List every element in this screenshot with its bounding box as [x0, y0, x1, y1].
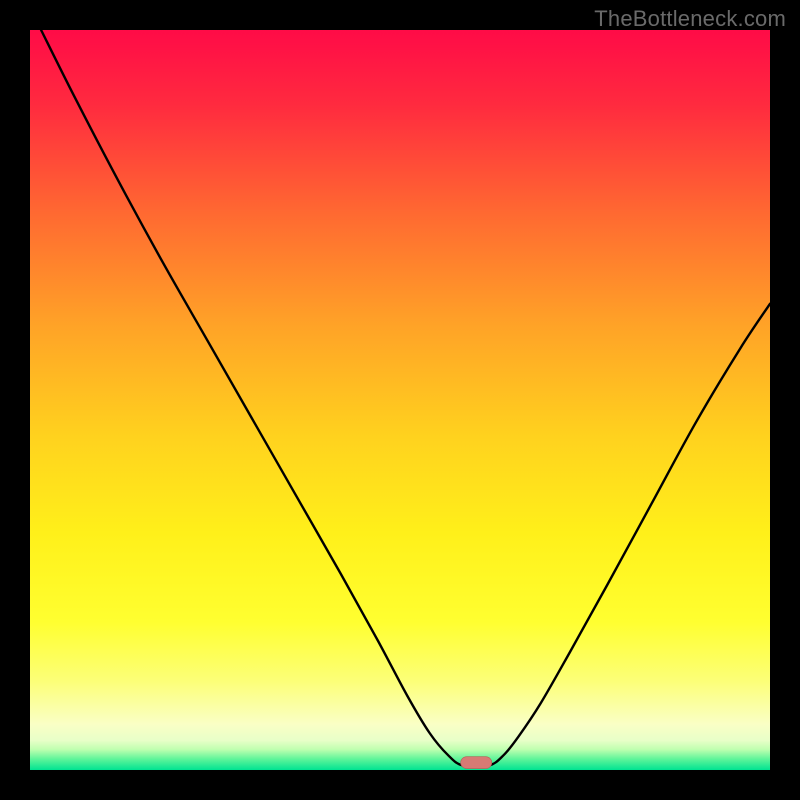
chart-container: TheBottleneck.com — [0, 0, 800, 800]
watermark-text: TheBottleneck.com — [594, 6, 786, 32]
bottleneck-chart — [0, 0, 800, 800]
optimal-marker — [461, 757, 492, 769]
plot-area — [30, 30, 770, 770]
